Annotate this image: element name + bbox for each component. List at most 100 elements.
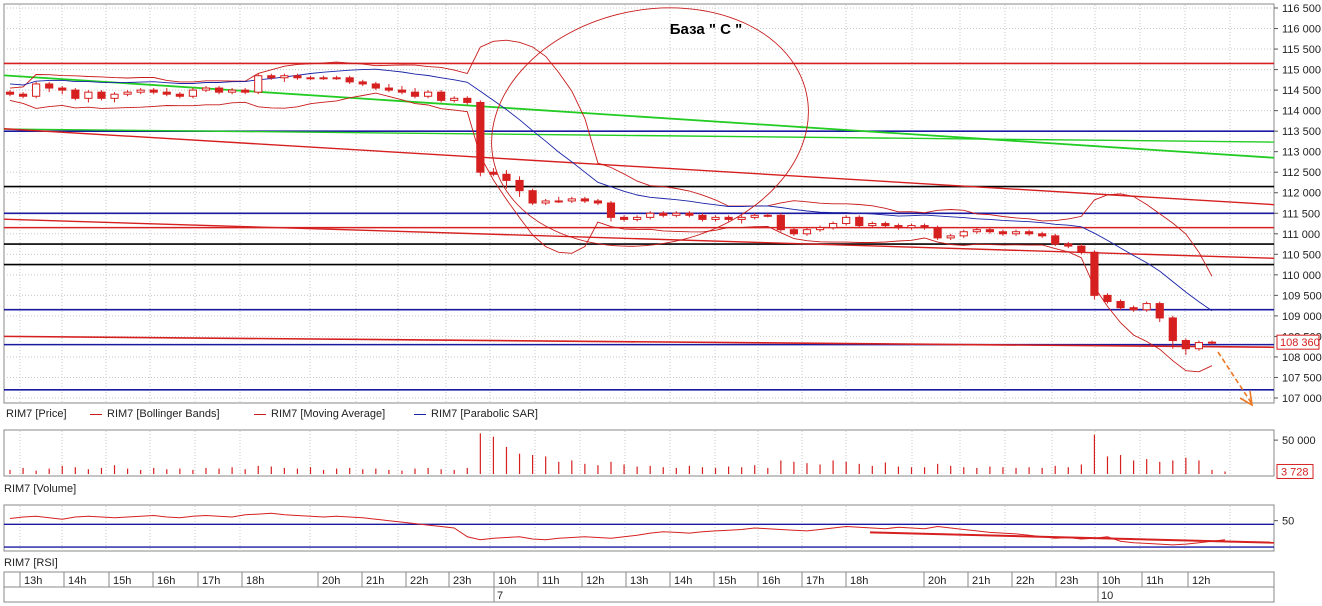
candle-body xyxy=(136,89,145,93)
candle-body xyxy=(241,89,250,93)
time-label: 18h xyxy=(850,575,868,587)
candle-body xyxy=(423,91,433,97)
legend-bollinger: RIM7 [Bollinger Bands] xyxy=(90,408,220,420)
date-label: 10 xyxy=(1101,590,1113,602)
forecast-arrow xyxy=(1217,351,1253,405)
candle-body xyxy=(110,93,119,99)
legend-ma: RIM7 [Moving Average] xyxy=(254,408,385,420)
candle-body xyxy=(410,91,420,97)
y-tick-label: 112 000 xyxy=(1282,188,1321,200)
candle-body xyxy=(711,216,720,220)
candle-body xyxy=(371,83,380,89)
y-tick-label: 115 000 xyxy=(1282,65,1321,77)
candle-body xyxy=(201,87,211,91)
candle-body xyxy=(881,223,890,227)
time-label: 13h xyxy=(630,575,648,587)
candle-body xyxy=(1038,233,1047,237)
candle-body xyxy=(685,212,694,216)
volume-last-label: 3 728 xyxy=(1281,466,1309,478)
candle-body xyxy=(776,214,785,231)
candle-body xyxy=(1181,340,1190,350)
candle-body xyxy=(985,229,994,233)
candle-body xyxy=(789,229,799,235)
candle-body xyxy=(463,97,472,103)
time-label: 14h xyxy=(674,575,692,587)
candle-body xyxy=(175,93,184,97)
candle-body xyxy=(254,75,263,93)
time-label: 11h xyxy=(542,575,560,587)
y-tick-label: 116 000 xyxy=(1282,24,1321,36)
candle-body xyxy=(97,91,106,99)
candle-body xyxy=(842,216,851,225)
candle-body xyxy=(659,212,668,216)
arrow-head-icon xyxy=(1239,390,1254,407)
candle-body xyxy=(502,173,511,181)
y-tick-label: 115 500 xyxy=(1282,44,1321,56)
candle-body xyxy=(5,91,15,95)
time-label: 10h xyxy=(1102,575,1120,587)
time-label: 20h xyxy=(322,575,340,587)
rsi-panel xyxy=(3,504,1275,552)
candle-body xyxy=(32,83,41,97)
price-panel xyxy=(3,3,1275,404)
candle-body xyxy=(332,77,341,80)
legend-price: RIM7 [Price] xyxy=(6,408,67,420)
y-tick-label: 111 500 xyxy=(1282,208,1320,220)
trend-line xyxy=(3,218,1275,259)
time-label: 17h xyxy=(806,575,824,587)
time-label: 15h xyxy=(113,575,131,587)
candle-body xyxy=(149,89,158,93)
y-tick-label: 110 500 xyxy=(1282,249,1321,261)
candle-body xyxy=(384,87,393,91)
y-tick-label: 114 000 xyxy=(1282,106,1321,118)
candle-body xyxy=(868,223,877,227)
candle-body xyxy=(1011,231,1021,235)
candle-body xyxy=(580,198,589,202)
time-label: 10h xyxy=(498,575,516,587)
candle-body xyxy=(724,216,733,220)
candle-body xyxy=(489,171,498,175)
time-label: 12h xyxy=(586,575,604,587)
candle-body xyxy=(293,75,302,79)
candle-body xyxy=(84,91,93,99)
rsi-trend-line xyxy=(869,531,1275,544)
candle-body xyxy=(750,214,759,218)
candle-body xyxy=(123,91,132,95)
candle-body xyxy=(606,202,616,218)
time-label: 15h xyxy=(718,575,736,587)
candle-body xyxy=(450,97,459,101)
y-tick-label: 110 000 xyxy=(1282,270,1321,282)
time-label: 16h xyxy=(157,575,175,587)
candle-body xyxy=(515,179,524,192)
candle-body xyxy=(162,91,171,95)
time-label: 16h xyxy=(762,575,780,587)
parabolic-sar xyxy=(9,68,1213,312)
candle-body xyxy=(18,93,28,97)
candle-body xyxy=(672,212,681,216)
candle-body xyxy=(698,214,707,220)
candle-body xyxy=(959,231,968,237)
rsi-tick-label: 50 xyxy=(1282,516,1294,528)
date-label: 7 xyxy=(497,590,503,602)
trend-line xyxy=(3,128,1275,143)
time-label: 20h xyxy=(928,575,946,587)
candle-body xyxy=(306,77,315,80)
candle-body xyxy=(58,87,67,91)
time-label: 13h xyxy=(24,575,42,587)
candle-body xyxy=(1064,243,1073,247)
candle-body xyxy=(1103,294,1112,303)
candle-body xyxy=(567,198,576,202)
candle-body xyxy=(45,83,54,89)
rsi-legend: RIM7 [RSI] xyxy=(4,557,58,569)
candle-body xyxy=(1155,303,1164,319)
candle-body xyxy=(907,225,916,229)
trend-line xyxy=(3,335,1275,349)
candle-body xyxy=(345,77,354,83)
candle-body xyxy=(319,77,328,80)
candle-body xyxy=(1077,245,1086,253)
candle-body xyxy=(829,223,838,229)
candle-body xyxy=(476,101,485,173)
y-tick-label: 111 000 xyxy=(1282,229,1320,241)
legend-ma-label: RIM7 [Moving Average] xyxy=(271,408,386,420)
